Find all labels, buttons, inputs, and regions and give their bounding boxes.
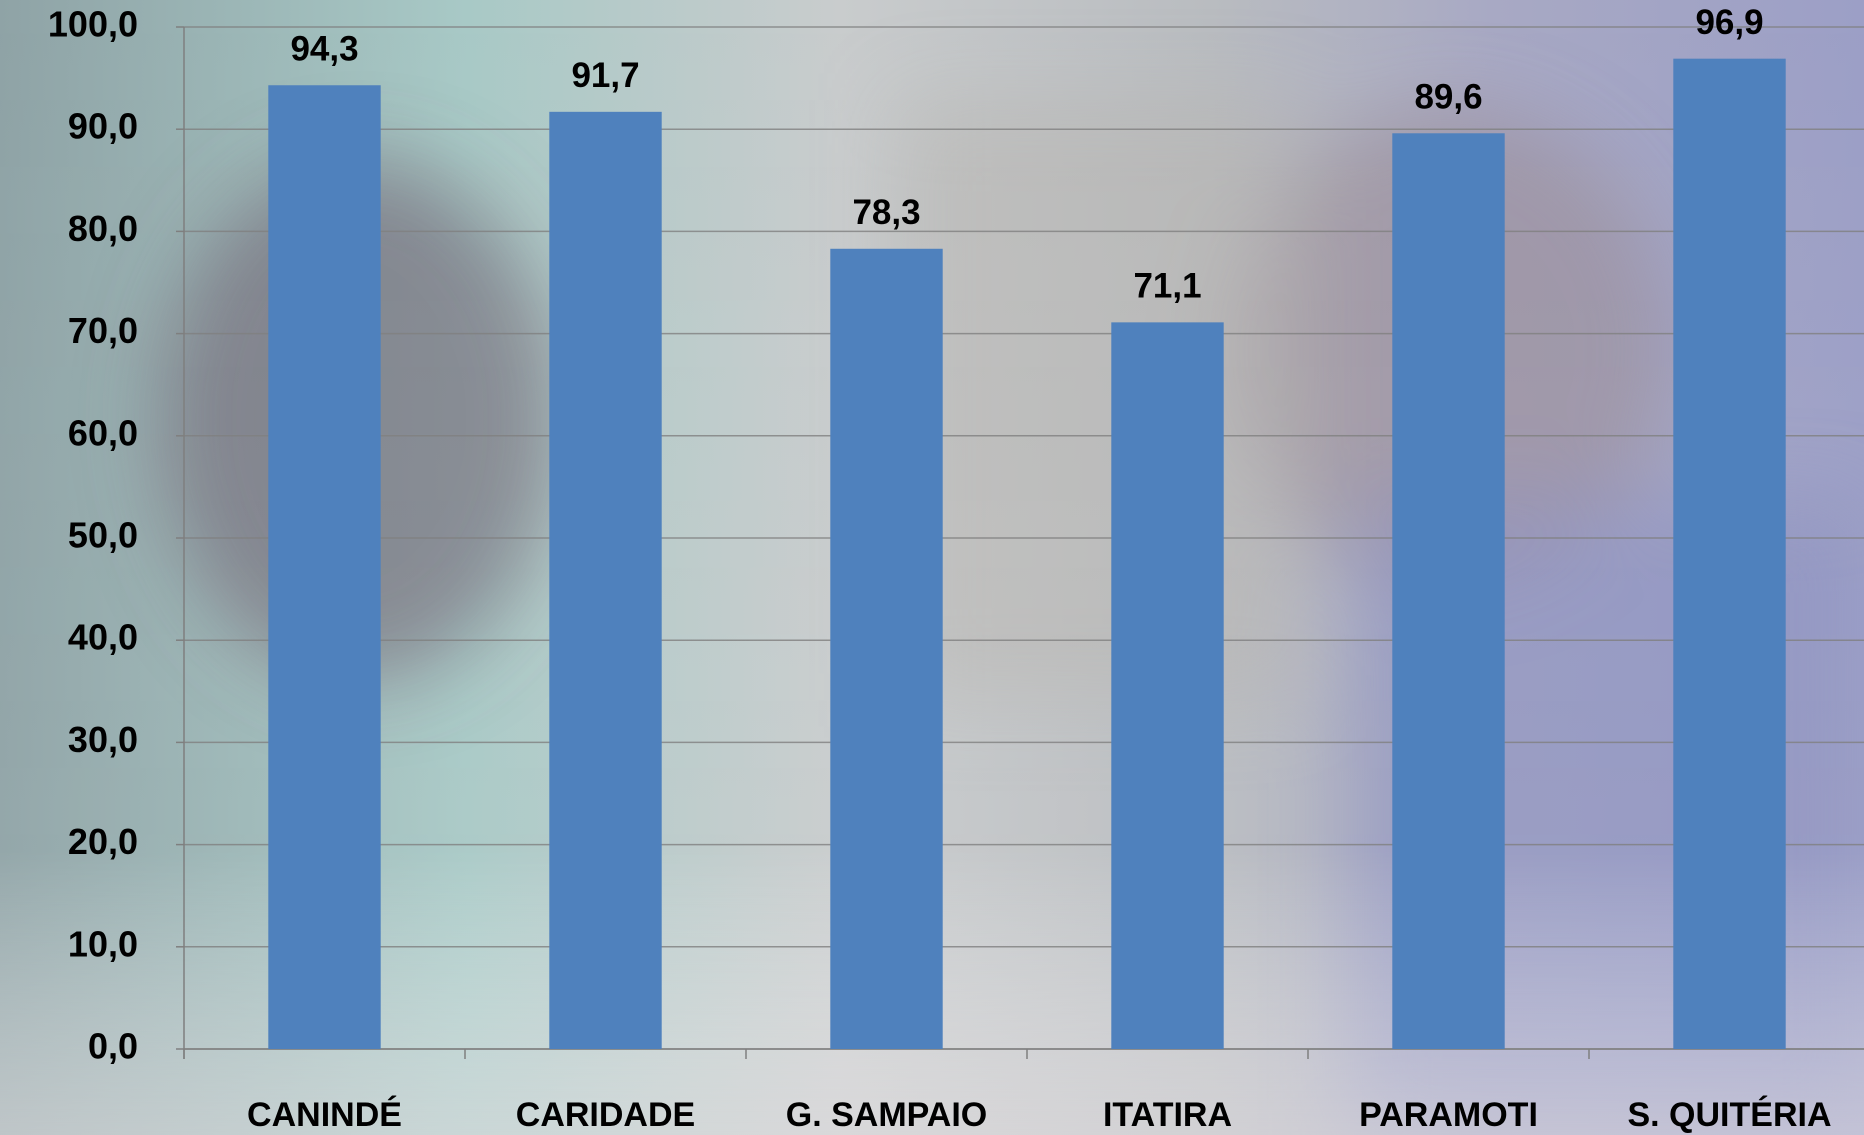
bar bbox=[549, 111, 662, 1050]
y-tick-label: 20,0 bbox=[68, 821, 138, 862]
y-tick-label: 90,0 bbox=[68, 106, 138, 147]
y-tick-label: 10,0 bbox=[68, 923, 138, 964]
x-tick-label: CARIDADE bbox=[516, 1096, 695, 1134]
y-tick-label: 40,0 bbox=[68, 617, 138, 658]
bar bbox=[268, 85, 381, 1049]
bar bbox=[1392, 133, 1505, 1050]
y-tick-label: 50,0 bbox=[68, 515, 138, 556]
y-tick-label: 30,0 bbox=[68, 719, 138, 760]
x-tick-label: S. QUITÉRIA bbox=[1627, 1096, 1831, 1134]
x-tick-label: PARAMOTI bbox=[1359, 1096, 1538, 1134]
x-tick-label: G. SAMPAIO bbox=[786, 1096, 988, 1134]
y-tick-label: 100,0 bbox=[48, 4, 138, 45]
y-tick-label: 80,0 bbox=[68, 208, 138, 249]
y-tick-label: 60,0 bbox=[68, 412, 138, 453]
x-tick-label: ITATIRA bbox=[1103, 1096, 1232, 1134]
value-label: 78,3 bbox=[852, 193, 920, 232]
value-label: 96,9 bbox=[1695, 3, 1763, 42]
bar bbox=[830, 248, 943, 1050]
y-tick-label: 0,0 bbox=[88, 1026, 138, 1067]
value-label: 71,1 bbox=[1133, 267, 1201, 306]
value-label: 89,6 bbox=[1414, 78, 1482, 117]
value-label: 91,7 bbox=[571, 56, 639, 95]
bar bbox=[1111, 322, 1224, 1049]
x-tick-label: CANINDÉ bbox=[247, 1096, 402, 1134]
y-tick-label: 70,0 bbox=[68, 310, 138, 351]
bar bbox=[1673, 58, 1786, 1049]
value-label: 94,3 bbox=[290, 30, 358, 69]
